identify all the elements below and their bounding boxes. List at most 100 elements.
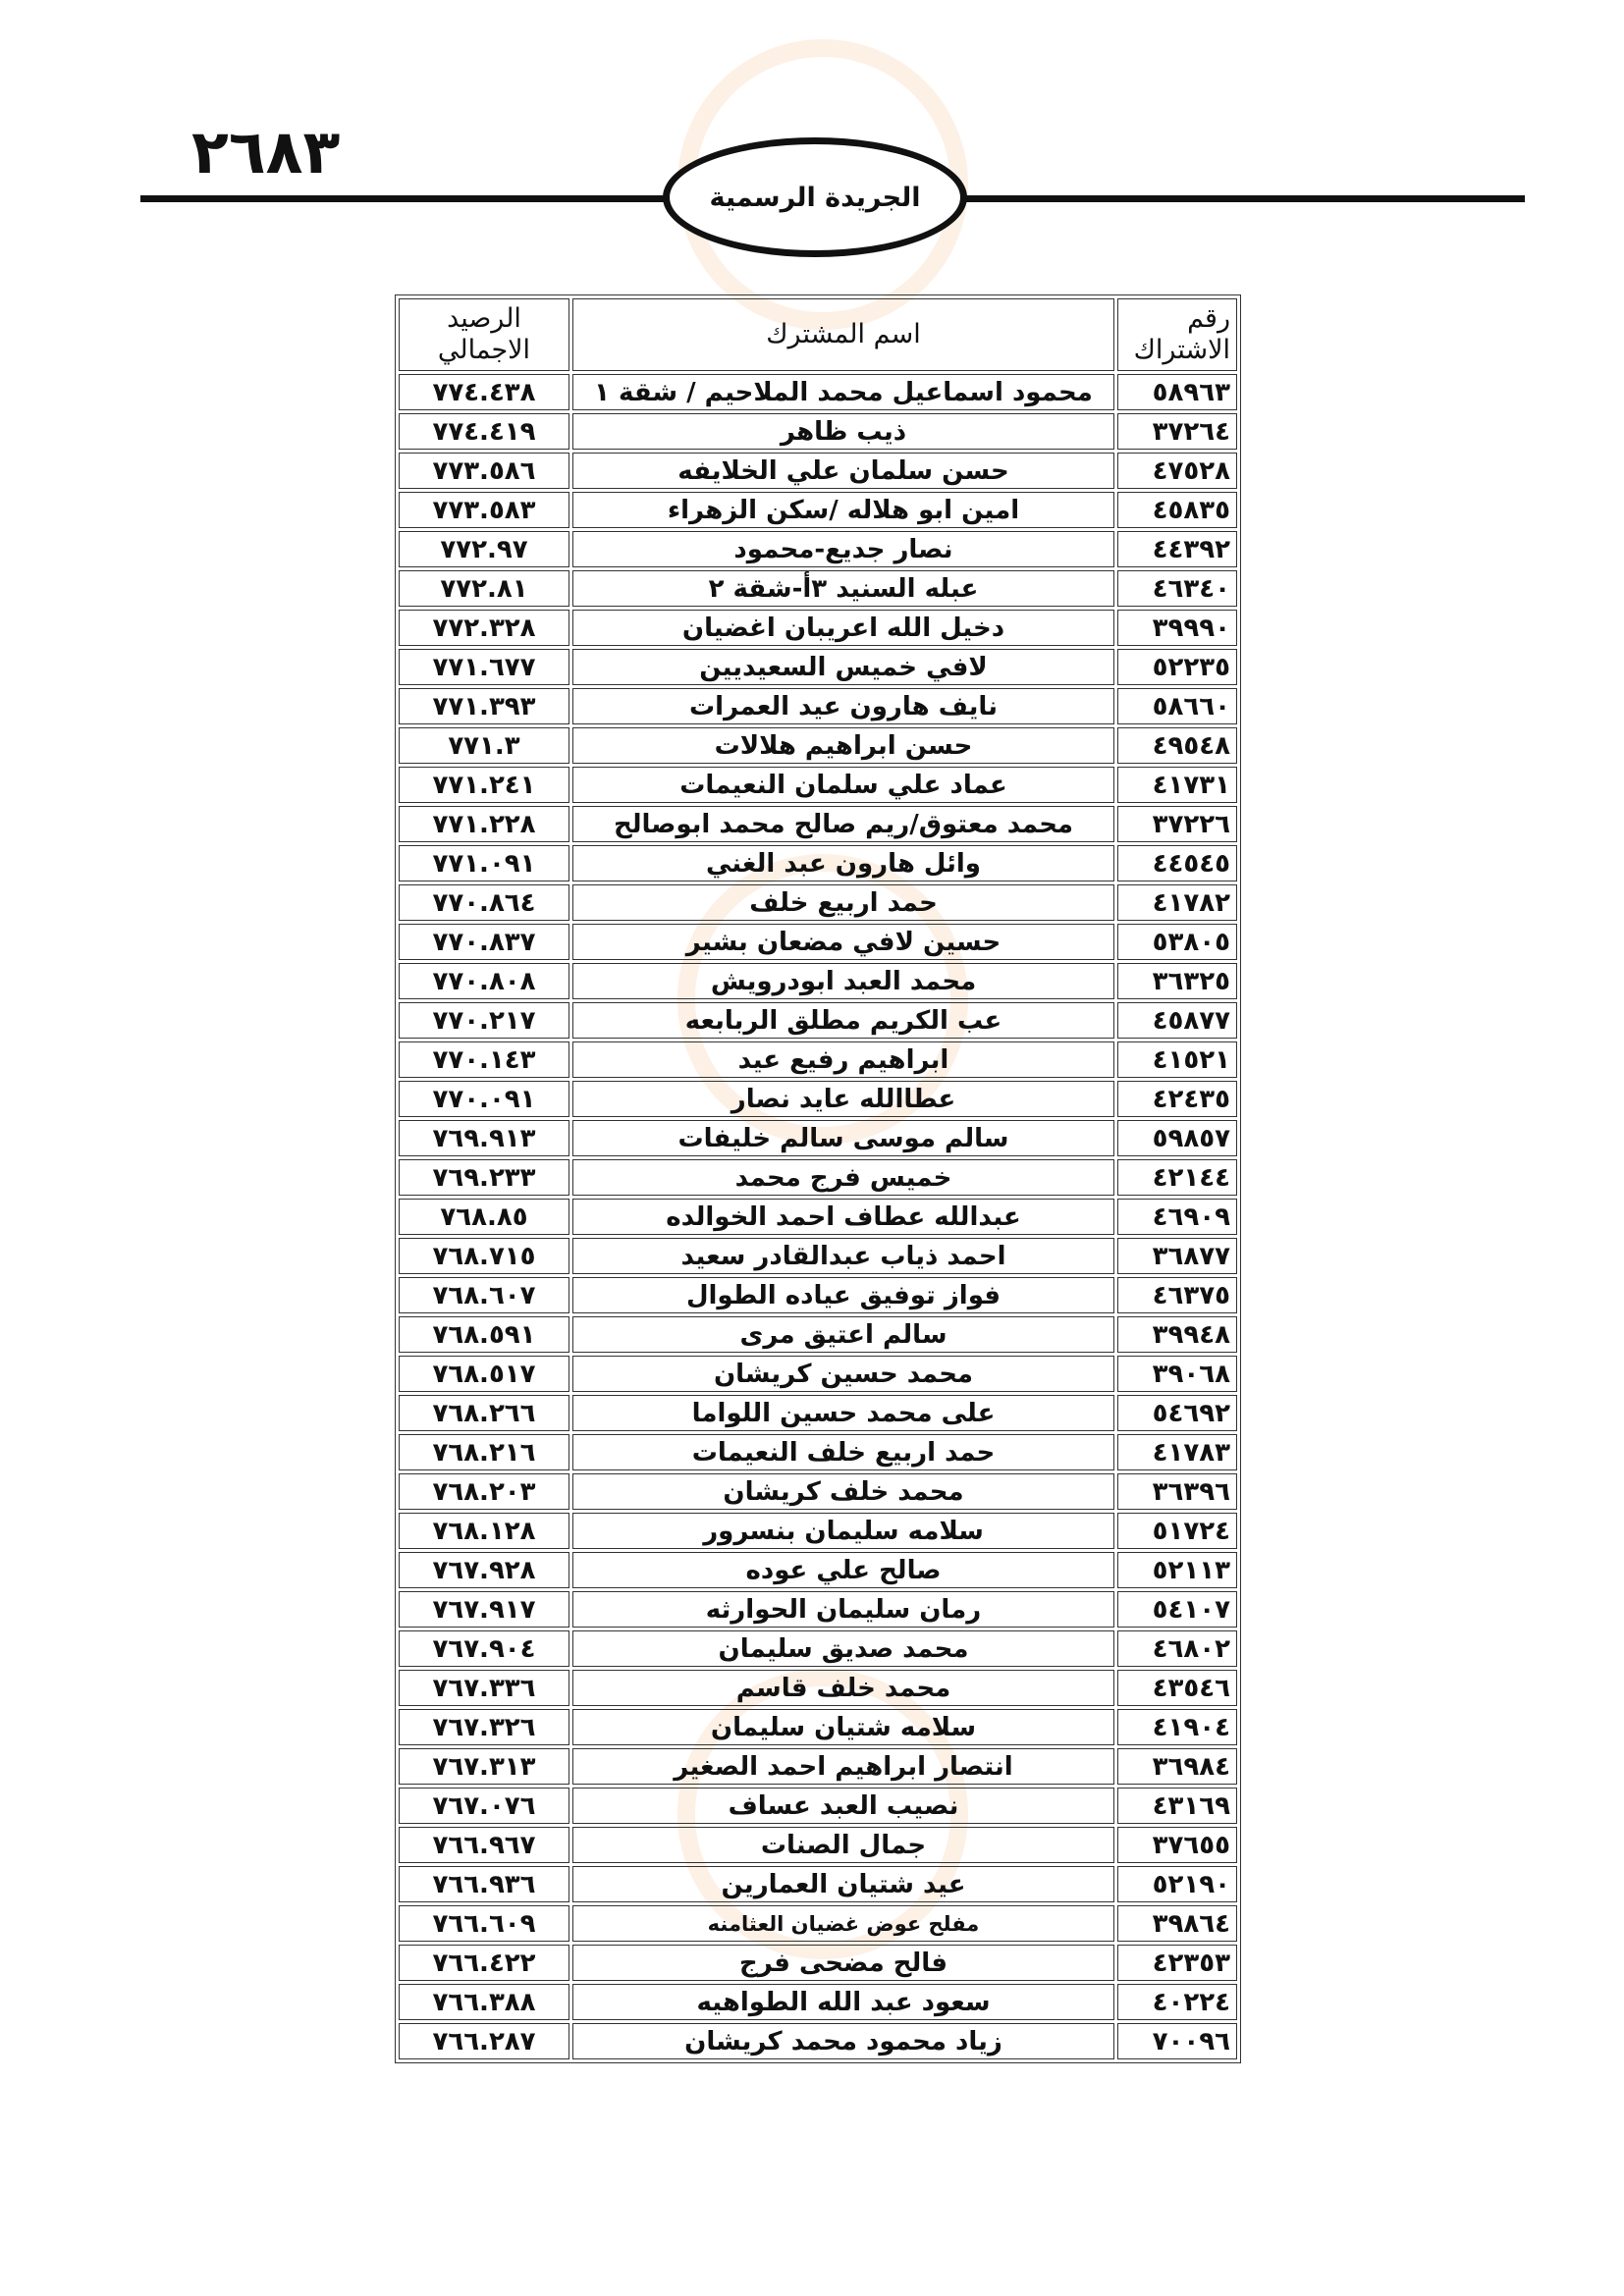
total-balance: ٧٧٠.٢١٧: [399, 1002, 569, 1039]
subscription-number: ٣٦٩٨٤: [1117, 1748, 1237, 1785]
total-balance: ٧٧٠.٨٠٨: [399, 963, 569, 999]
subscription-number: ٣٦٨٧٧: [1117, 1238, 1237, 1274]
subscriber-name: محمود اسماعيل محمد الملاحيم / شقة ١: [572, 374, 1114, 410]
table-row: ٣٦٣٩٦ محمد خلف كريشان ٧٦٨.٢٠٣: [399, 1473, 1237, 1510]
total-balance: ٧٦٧.٠٧٦: [399, 1788, 569, 1824]
total-balance: ٧٦٨.٥٩١: [399, 1316, 569, 1353]
column-header-number: رقم الاشتراك: [1117, 298, 1237, 371]
total-balance: ٧٧٠.٠٩١: [399, 1081, 569, 1117]
subscriber-name: امين ابو هلاله /سكن الزهراء: [572, 492, 1114, 528]
subscriber-name: دخيل الله اعريبان اغضيان: [572, 610, 1114, 646]
total-balance: ٧٦٩.٩١٣: [399, 1120, 569, 1156]
subscription-number: ٧٠٠٩٦: [1117, 2023, 1237, 2059]
subscription-number: ٤٤٥٤٥: [1117, 845, 1237, 881]
table-row: ٣٦٩٨٤ انتصار ابراهيم احمد الصغير ٧٦٧.٣١٣: [399, 1748, 1237, 1785]
subscriber-name: فالح مضحى فرج: [572, 1945, 1114, 1981]
table-row: ٤٠٢٢٤ سعود عبد الله الطواهيه ٧٦٦.٣٨٨: [399, 1984, 1237, 2020]
table-row: ٣٦٣٢٥ محمد العبد ابودرويش ٧٧٠.٨٠٨: [399, 963, 1237, 999]
subscriber-name: عطاالله عايد نصار: [572, 1081, 1114, 1117]
subscriber-name: محمد خلف كريشان: [572, 1473, 1114, 1510]
table-row: ٤٥٨٧٧ عب الكريم مطلق الربابعه ٧٧٠.٢١٧: [399, 1002, 1237, 1039]
table-row: ٥٢٢٣٥ لافي خميس السعيديين ٧٧١.٦٧٧: [399, 649, 1237, 685]
total-balance: ٧٦٨.٥١٧: [399, 1356, 569, 1392]
subscriber-name: خميس فرج محمد: [572, 1159, 1114, 1196]
subscriber-name: لافي خميس السعيديين: [572, 649, 1114, 685]
subscription-number: ٤١٧٣١: [1117, 767, 1237, 803]
table-row: ٥٣٨٠٥ حسين لافي مضعان بشير ٧٧٠.٨٣٧: [399, 924, 1237, 960]
column-header-name: اسم المشترك: [572, 298, 1114, 371]
total-balance: ٧٦٨.٢٦٦: [399, 1395, 569, 1431]
subscriber-name: سعود عبد الله الطواهيه: [572, 1984, 1114, 2020]
table-row: ٤٩٥٤٨ حسن ابراهيم هلالات ٧٧١.٣: [399, 727, 1237, 764]
subscriber-name: انتصار ابراهيم احمد الصغير: [572, 1748, 1114, 1785]
subscription-number: ٥٤١٠٧: [1117, 1591, 1237, 1628]
total-balance: ٧٦٨.١٢٨: [399, 1513, 569, 1549]
total-balance: ٧٦٨.٧١٥: [399, 1238, 569, 1274]
total-balance: ٧٧٠.٨٣٧: [399, 924, 569, 960]
subscription-number: ٤٠٢٢٤: [1117, 1984, 1237, 2020]
subscription-number: ٥٢١٩٠: [1117, 1866, 1237, 1902]
subscriber-name: محمد العبد ابودرويش: [572, 963, 1114, 999]
table-row: ٣٧٢٦٤ ذيب ظاهر ٧٧٤.٤١٩: [399, 413, 1237, 450]
total-balance: ٧٧٢.٣٢٨: [399, 610, 569, 646]
total-balance: ٧٦٦.٤٢٢: [399, 1945, 569, 1981]
total-balance: ٧٦٧.٩٢٨: [399, 1552, 569, 1588]
subscriber-name: على محمد حسين اللواما: [572, 1395, 1114, 1431]
total-balance: ٧٦٦.٢٨٧: [399, 2023, 569, 2059]
subscriber-name: ذيب ظاهر: [572, 413, 1114, 450]
total-balance: ٧٧١.٢٤١: [399, 767, 569, 803]
subscription-number: ٤٣٥٤٦: [1117, 1670, 1237, 1706]
total-balance: ٧٦٧.٩٠٤: [399, 1630, 569, 1667]
total-balance: ٧٧٣.٥٨٦: [399, 453, 569, 489]
subscription-number: ٤٦٣٧٥: [1117, 1277, 1237, 1313]
total-balance: ٧٦٩.٢٣٣: [399, 1159, 569, 1196]
table-row: ٤١٥٢١ ابراهيم رفيع عيد ٧٧٠.١٤٣: [399, 1041, 1237, 1078]
table-row: ٤٣٥٤٦ محمد خلف قاسم ٧٦٧.٣٣٦: [399, 1670, 1237, 1706]
subscriber-name: جمال الصنات: [572, 1827, 1114, 1863]
table-row: ٤٣١٦٩ نصيب العبد عساف ٧٦٧.٠٧٦: [399, 1788, 1237, 1824]
publication-title-badge: الجريدة الرسمية: [663, 137, 967, 257]
table-row: ٣٩٩٩٠ دخيل الله اعريبان اغضيان ٧٧٢.٣٢٨: [399, 610, 1237, 646]
subscription-number: ٤١٩٠٤: [1117, 1709, 1237, 1745]
total-balance: ٧٦٦.٦٠٩: [399, 1905, 569, 1942]
subscription-number: ٤٢٤٣٥: [1117, 1081, 1237, 1117]
table-row: ٤٦٣٤٠ عبله السنيد ٣أ-شقة ٢ ٧٧٢.٨١: [399, 570, 1237, 607]
total-balance: ٧٦٧.٩١٧: [399, 1591, 569, 1628]
subscriber-name: حسن سلمان علي الخلايفه: [572, 453, 1114, 489]
subscription-number: ٣٧٦٥٥: [1117, 1827, 1237, 1863]
subscription-number: ٤٢١٤٤: [1117, 1159, 1237, 1196]
subscriber-name: صالح علي عوده: [572, 1552, 1114, 1588]
subscription-number: ٤٥٨٧٧: [1117, 1002, 1237, 1039]
subscriber-name: فواز توفيق عياده الطوال: [572, 1277, 1114, 1313]
table-row: ٥٤٦٩٢ على محمد حسين اللواما ٧٦٨.٢٦٦: [399, 1395, 1237, 1431]
table-row: ٤١٩٠٤ سلامه شتيان سليمان ٧٦٧.٣٢٦: [399, 1709, 1237, 1745]
subscriber-name: سلامه شتيان سليمان: [572, 1709, 1114, 1745]
subscription-number: ٤٦٩٠٩: [1117, 1199, 1237, 1235]
subscriber-name: محمد خلف قاسم: [572, 1670, 1114, 1706]
subscriber-name: احمد ذياب عبدالقادر سعيد: [572, 1238, 1114, 1274]
subscriber-name: سالم موسى سالم خليفات: [572, 1120, 1114, 1156]
subscription-number: ٣٩٩٩٠: [1117, 610, 1237, 646]
table-row: ٤٢١٤٤ خميس فرج محمد ٧٦٩.٢٣٣: [399, 1159, 1237, 1196]
subscription-number: ٤٦٣٤٠: [1117, 570, 1237, 607]
total-balance: ٧٦٨.٦٠٧: [399, 1277, 569, 1313]
subscription-number: ٤٢٣٥٣: [1117, 1945, 1237, 1981]
table-row: ٥١٧٢٤ سلامه سليمان بنسرور ٧٦٨.١٢٨: [399, 1513, 1237, 1549]
subscriber-name: محمد معتوق/ريم صالح محمد ابوصالح: [572, 806, 1114, 842]
total-balance: ٧٦٧.٣١٣: [399, 1748, 569, 1785]
table-row: ٤١٧٨٣ حمد اربيع خلف النعيمات ٧٦٨.٢١٦: [399, 1434, 1237, 1470]
subscription-number: ٥٨٩٦٣: [1117, 374, 1237, 410]
total-balance: ٧٧٤.٤٣٨: [399, 374, 569, 410]
table-row: ٥٨٦٦٠ نايف هارون عيد العمرات ٧٧١.٣٩٣: [399, 688, 1237, 724]
subscriber-name: محمد حسين كريشان: [572, 1356, 1114, 1392]
subscriber-name: مفلح عوض غضيان العثامنه: [572, 1905, 1114, 1942]
subscriber-name: عماد علي سلمان النعيمات: [572, 767, 1114, 803]
subscriber-name: نصار جديع-محمود: [572, 531, 1114, 567]
page-number: ٢٦٨٣: [191, 116, 341, 187]
total-balance: ٧٦٧.٣٢٦: [399, 1709, 569, 1745]
total-balance: ٧٧١.٠٩١: [399, 845, 569, 881]
table-row: ٥٢١٩٠ عيد شتيان العمارين ٧٦٦.٩٣٦: [399, 1866, 1237, 1902]
total-balance: ٧٧٤.٤١٩: [399, 413, 569, 450]
subscription-number: ٤١٥٢١: [1117, 1041, 1237, 1078]
subscriber-name: نصيب العبد عساف: [572, 1788, 1114, 1824]
